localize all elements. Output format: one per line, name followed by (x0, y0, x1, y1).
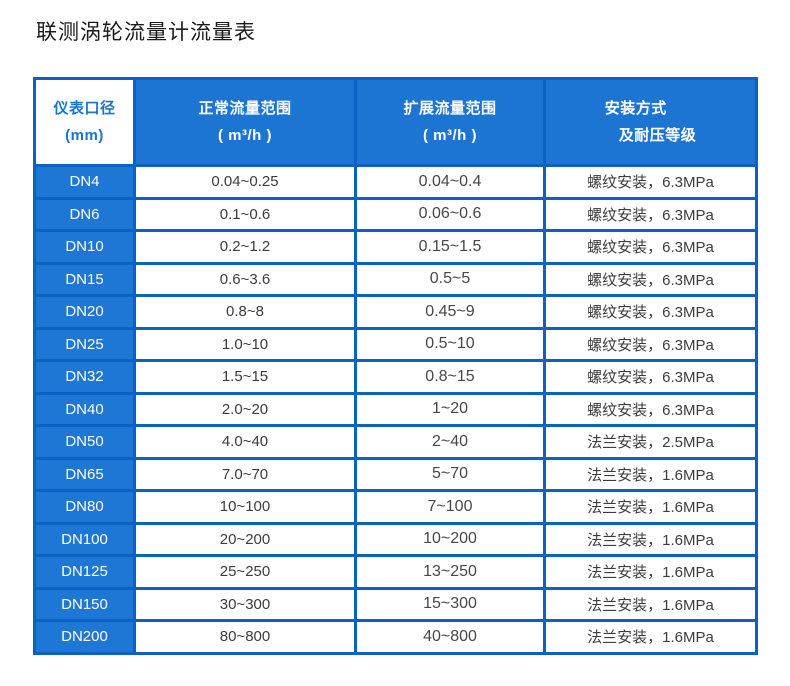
normal-range-cell: 10~100 (133, 489, 357, 525)
normal-range-cell: 4.0~40 (133, 424, 357, 460)
diameter-cell: DN100 (33, 521, 136, 557)
normal-range-cell: 0.2~1.2 (133, 229, 357, 265)
normal-range-cell: 80~800 (133, 619, 357, 655)
installation-cell: 螺纹安装，6.3MPa (543, 196, 758, 232)
normal-range-cell: 1.0~10 (133, 326, 357, 362)
extended-range-cell: 0.45~9 (354, 294, 546, 330)
diameter-cell: DN32 (33, 359, 136, 395)
normal-range-cell: 30~300 (133, 586, 357, 622)
table-row: DN20 0.8~8 0.45~9 螺纹安装，6.3MPa (33, 294, 758, 330)
normal-range-cell: 0.1~0.6 (133, 196, 357, 232)
diameter-cell: DN150 (33, 586, 136, 622)
extended-range-cell: 7~100 (354, 489, 546, 525)
normal-range-cell: 2.0~20 (133, 391, 357, 427)
extended-range-cell: 2~40 (354, 424, 546, 460)
normal-range-cell: 25~250 (133, 554, 357, 590)
extended-range-cell: 10~200 (354, 521, 546, 557)
header-cell-diameter: 仪表口径 (mm) (33, 77, 136, 167)
diameter-cell: DN50 (33, 424, 136, 460)
table-row: DN125 25~250 13~250 法兰安装，1.6MPa (33, 554, 758, 590)
normal-range-cell: 0.6~3.6 (133, 261, 357, 297)
header-row: 仪表口径 (mm) 正常流量范围 ( m³/h ) 扩展流量范围 ( m³/h … (33, 77, 758, 167)
page-title: 联测涡轮流量计流量表 (36, 21, 256, 44)
header-normal-line2: ( m³/h ) (218, 127, 272, 144)
extended-range-cell: 5~70 (354, 456, 546, 492)
installation-cell: 法兰安装，1.6MPa (543, 489, 758, 525)
table-row: DN32 1.5~15 0.8~15 螺纹安装，6.3MPa (33, 359, 758, 395)
installation-cell: 螺纹安装，6.3MPa (543, 229, 758, 265)
header-installation-line1: 安装方式 (604, 100, 667, 117)
installation-cell: 螺纹安装，6.3MPa (543, 261, 758, 297)
installation-cell: 法兰安装，1.6MPa (543, 619, 758, 655)
table-row: DN50 4.0~40 2~40 法兰安装，2.5MPa (33, 424, 758, 460)
table-header: 仪表口径 (mm) 正常流量范围 ( m³/h ) 扩展流量范围 ( m³/h … (33, 77, 758, 167)
diameter-cell: DN125 (33, 554, 136, 590)
installation-cell: 螺纹安装，6.3MPa (543, 359, 758, 395)
normal-range-cell: 0.04~0.25 (133, 164, 357, 200)
installation-cell: 法兰安装，2.5MPa (543, 424, 758, 460)
normal-range-cell: 20~200 (133, 521, 357, 557)
installation-cell: 螺纹安装，6.3MPa (543, 164, 758, 200)
installation-cell: 法兰安装，1.6MPa (543, 521, 758, 557)
header-extended-line1: 扩展流量范围 (403, 100, 497, 117)
flow-rate-table: 仪表口径 (mm) 正常流量范围 ( m³/h ) 扩展流量范围 ( m³/h … (33, 77, 758, 655)
table-row: DN25 1.0~10 0.5~10 螺纹安装，6.3MPa (33, 326, 758, 362)
diameter-cell: DN25 (33, 326, 136, 362)
extended-range-cell: 0.15~1.5 (354, 229, 546, 265)
installation-cell: 螺纹安装，6.3MPa (543, 326, 758, 362)
diameter-cell: DN10 (33, 229, 136, 265)
table-row: DN100 20~200 10~200 法兰安装，1.6MPa (33, 521, 758, 557)
diameter-cell: DN40 (33, 391, 136, 427)
header-normal-line1: 正常流量范围 (198, 100, 292, 117)
header-cell-installation: 安装方式 及耐压等级 (543, 77, 758, 167)
table-row: DN150 30~300 15~300 法兰安装，1.6MPa (33, 586, 758, 622)
header-diameter-line2: (mm) (65, 127, 104, 144)
diameter-cell: DN4 (33, 164, 136, 200)
extended-range-cell: 1~20 (354, 391, 546, 427)
table-row: DN40 2.0~20 1~20 螺纹安装，6.3MPa (33, 391, 758, 427)
extended-range-cell: 13~250 (354, 554, 546, 590)
installation-cell: 螺纹安装，6.3MPa (543, 391, 758, 427)
diameter-cell: DN6 (33, 196, 136, 232)
diameter-cell: DN20 (33, 294, 136, 330)
installation-cell: 螺纹安装，6.3MPa (543, 294, 758, 330)
table-row: DN80 10~100 7~100 法兰安装，1.6MPa (33, 489, 758, 525)
header-cell-normal-range: 正常流量范围 ( m³/h ) (133, 77, 357, 167)
normal-range-cell: 0.8~8 (133, 294, 357, 330)
diameter-cell: DN80 (33, 489, 136, 525)
normal-range-cell: 7.0~70 (133, 456, 357, 492)
diameter-cell: DN15 (33, 261, 136, 297)
extended-range-cell: 40~800 (354, 619, 546, 655)
extended-range-cell: 0.04~0.4 (354, 164, 546, 200)
header-cell-extended-range: 扩展流量范围 ( m³/h ) (354, 77, 546, 167)
normal-range-cell: 1.5~15 (133, 359, 357, 395)
table-row: DN4 0.04~0.25 0.04~0.4 螺纹安装，6.3MPa (33, 164, 758, 200)
diameter-cell: DN65 (33, 456, 136, 492)
extended-range-cell: 0.5~5 (354, 261, 546, 297)
table-row: DN6 0.1~0.6 0.06~0.6 螺纹安装，6.3MPa (33, 196, 758, 232)
table-row: DN15 0.6~3.6 0.5~5 螺纹安装，6.3MPa (33, 261, 758, 297)
header-installation-block: 安装方式 及耐压等级 (605, 95, 697, 149)
extended-range-cell: 15~300 (354, 586, 546, 622)
table-row: DN65 7.0~70 5~70 法兰安装，1.6MPa (33, 456, 758, 492)
header-diameter-line1: 仪表口径 (53, 100, 116, 117)
installation-cell: 法兰安装，1.6MPa (543, 456, 758, 492)
header-installation-line2: 及耐压等级 (618, 127, 697, 144)
extended-range-cell: 0.5~10 (354, 326, 546, 362)
installation-cell: 法兰安装，1.6MPa (543, 554, 758, 590)
diameter-cell: DN200 (33, 619, 136, 655)
table-body: DN4 0.04~0.25 0.04~0.4 螺纹安装，6.3MPa DN6 0.1~0.… (33, 164, 758, 655)
extended-range-cell: 0.06~0.6 (354, 196, 546, 232)
installation-cell: 法兰安装，1.6MPa (543, 586, 758, 622)
table-row: DN200 80~800 40~800 法兰安装，1.6MPa (33, 619, 758, 655)
table-row: DN10 0.2~1.2 0.15~1.5 螺纹安装，6.3MPa (33, 229, 758, 265)
header-extended-line2: ( m³/h ) (423, 127, 477, 144)
extended-range-cell: 0.8~15 (354, 359, 546, 395)
